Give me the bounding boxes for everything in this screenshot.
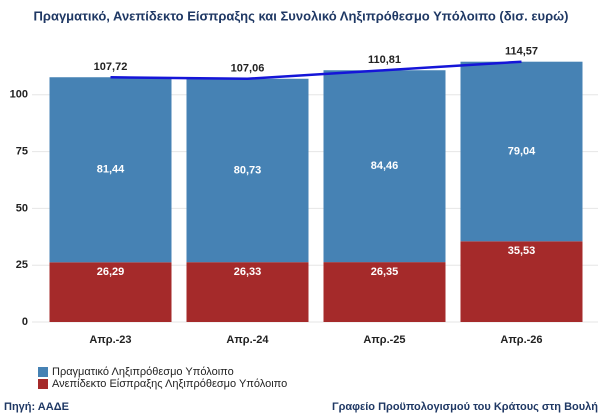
x-tick-label: Απρ.-26 [500,334,542,346]
total-label: 107,06 [231,63,265,75]
total-label: 107,72 [94,61,128,73]
bar-segment [323,70,446,263]
data-label: 80,73 [234,164,262,176]
legend-swatch [38,379,48,389]
bar-segment [323,262,446,322]
chart-title: Πραγματικό, Ανεπίδεκτο Είσπραξης και Συν… [34,8,569,23]
bar-segment [186,262,309,322]
bar-segment [49,262,172,322]
bar-segment [460,241,583,322]
data-label: 81,44 [97,164,125,176]
bar-segment [49,77,172,263]
y-tick-label: 75 [16,146,28,158]
data-label: 79,04 [508,145,536,157]
data-label: 26,35 [371,266,399,278]
x-tick-label: Απρ.-23 [89,334,131,346]
y-tick-label: 25 [16,259,28,271]
legend-swatch [38,367,48,377]
source: Πηγή: ΑΑΔΕ [4,401,69,413]
x-tick-label: Απρ.-24 [226,334,269,346]
y-tick-label: 50 [16,202,28,214]
data-label: 26,33 [234,266,262,278]
x-tick-label: Απρ.-25 [363,334,405,346]
bar-segment [186,78,309,263]
total-label: 114,57 [505,46,538,58]
y-tick-label: 100 [10,89,28,101]
legend-label: Πραγματικό Ληξιπρόθεσμο Υπόλοιπο [52,366,234,378]
total-line [110,60,522,81]
y-tick-label: 0 [22,316,28,328]
data-label: 84,46 [371,160,399,172]
legend-label: Ανεπίδεκτο Είσπραξης Ληξιπρόθεσμο Υπόλοι… [52,378,287,390]
bar-segment [460,61,583,242]
data-label: 35,53 [508,245,536,257]
data-label: 26,29 [97,266,125,278]
credit: Γραφείο Προϋπολογισμού του Κράτους στη Β… [332,401,598,413]
total-label: 110,81 [368,54,401,66]
